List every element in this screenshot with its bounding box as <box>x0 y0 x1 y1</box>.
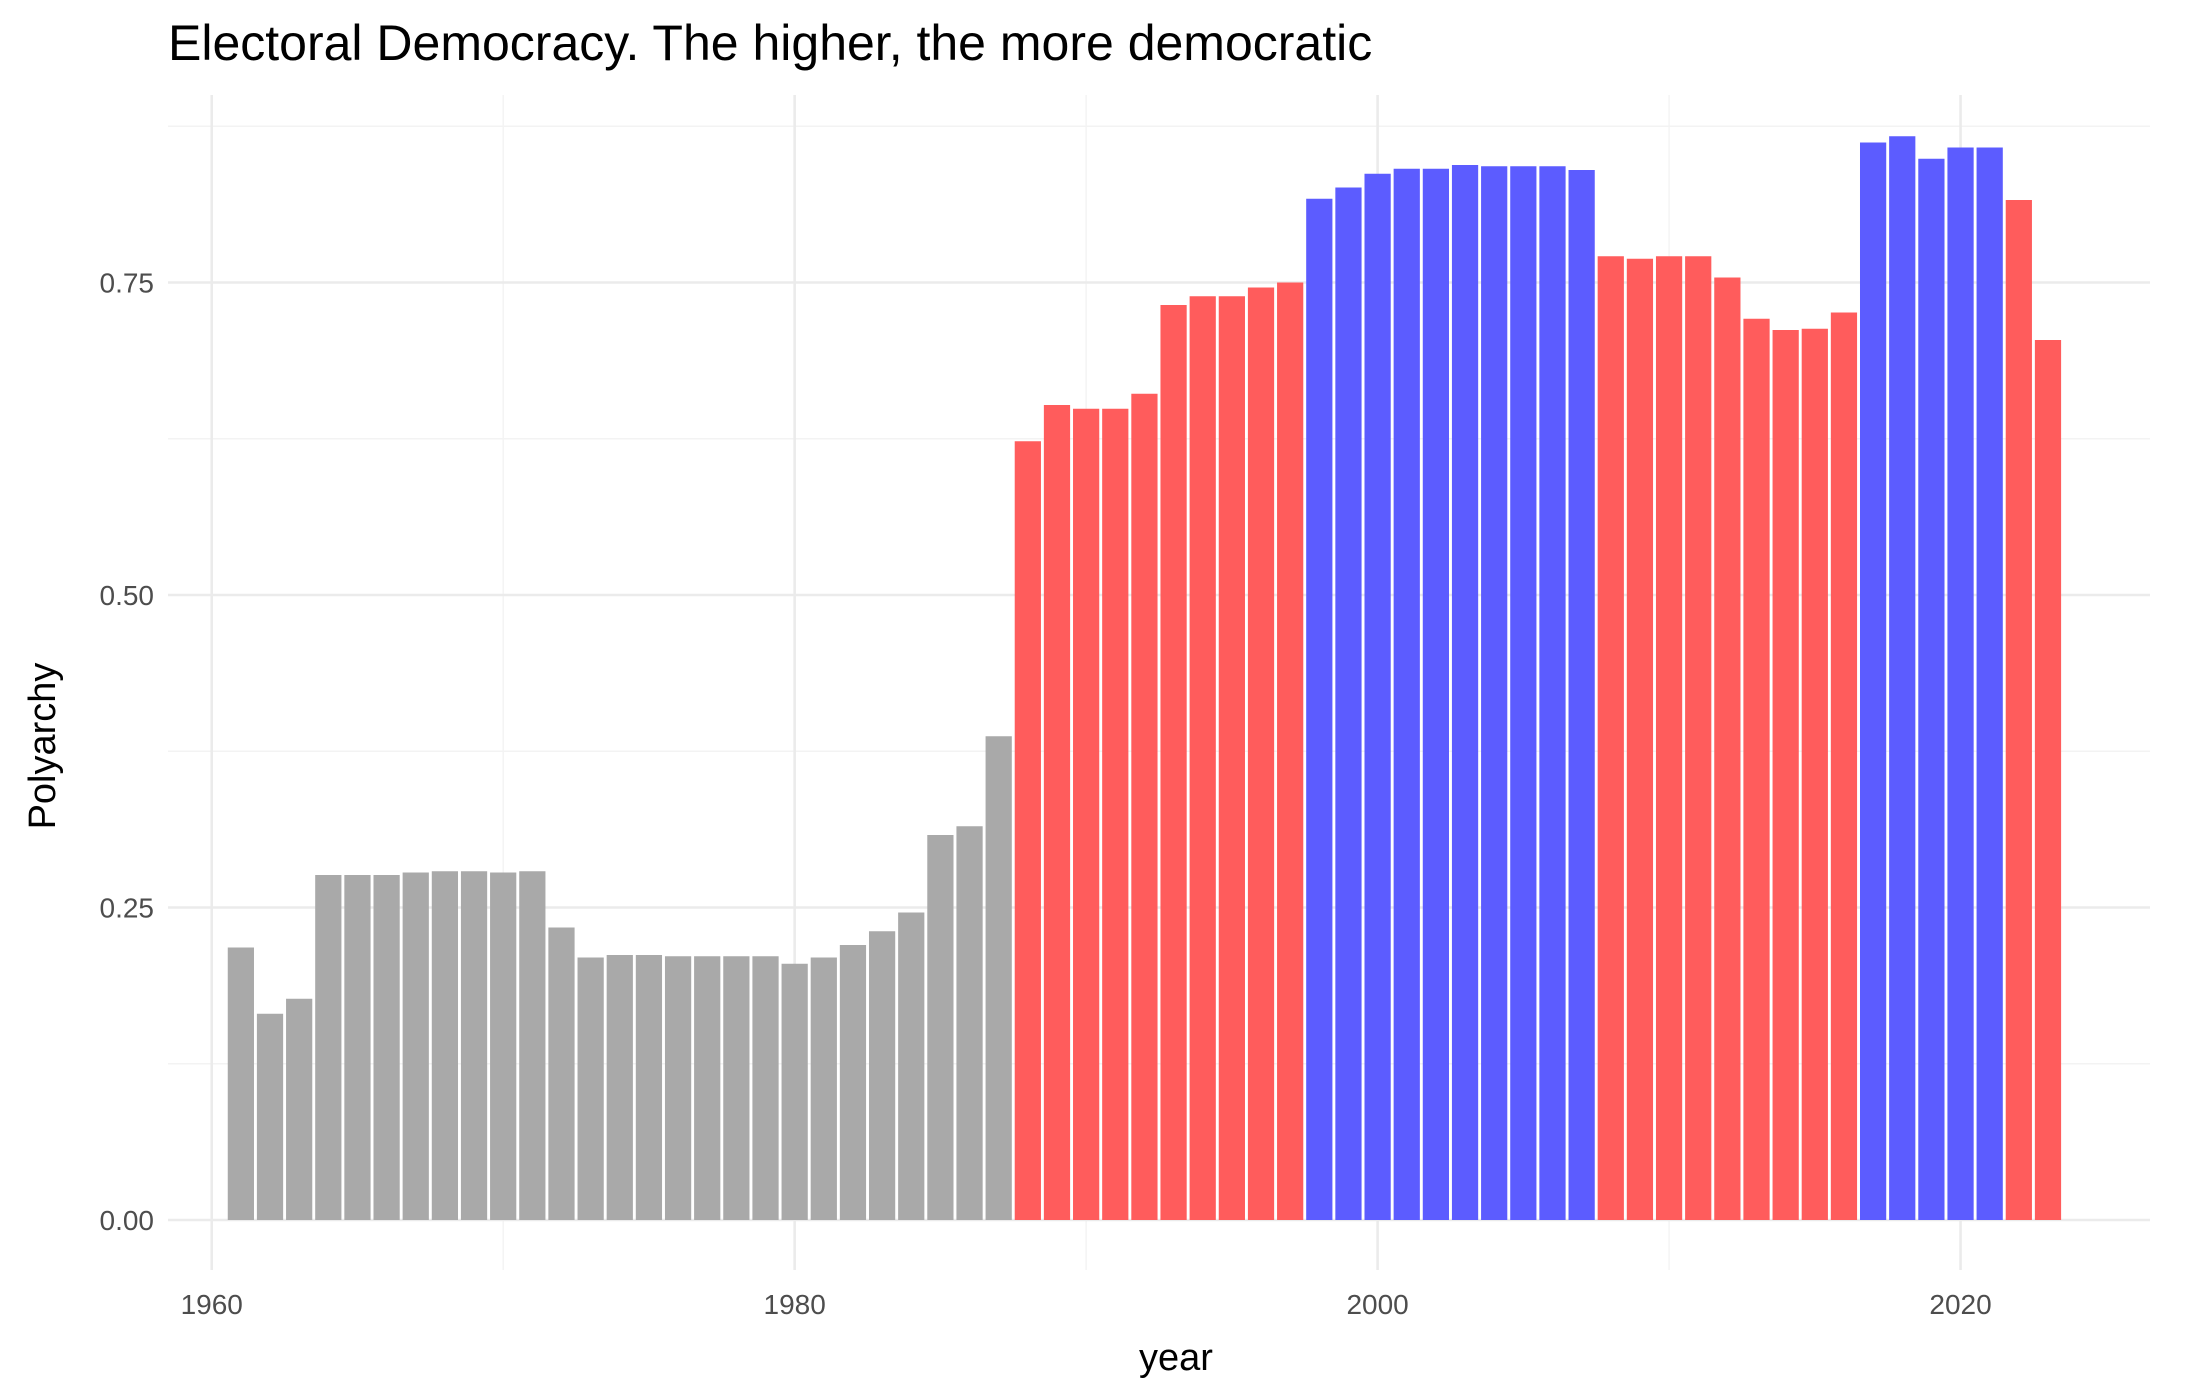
bar-1990 <box>1073 408 1100 1220</box>
bar-1962 <box>256 1013 284 1220</box>
x-axis-title: year <box>1139 1337 1213 1379</box>
y-tick-label: 0.00 <box>100 1205 155 1236</box>
bar-2004 <box>1481 166 1508 1220</box>
y-axis-title: Polyarchy <box>22 663 64 830</box>
bar-1971 <box>519 871 546 1220</box>
bar-1974 <box>606 955 633 1220</box>
bars <box>227 136 2062 1220</box>
bar-1979 <box>752 956 779 1220</box>
bar-2019 <box>1918 158 1945 1220</box>
bar-1997 <box>1277 282 1304 1220</box>
bar-1983 <box>868 931 896 1220</box>
x-tick-label: 1960 <box>181 1289 243 1320</box>
bar-1972 <box>548 927 575 1220</box>
bar-1973 <box>577 957 604 1220</box>
bar-2010 <box>1655 256 1683 1220</box>
bar-2012 <box>1714 277 1741 1220</box>
bar-2013 <box>1743 318 1770 1220</box>
bar-1975 <box>635 955 663 1220</box>
bar-1985 <box>927 835 954 1220</box>
x-tick-label: 1980 <box>764 1289 826 1320</box>
bar-1966 <box>373 875 400 1220</box>
bar-1980 <box>781 963 808 1220</box>
bar-1963 <box>286 998 313 1220</box>
bar-1984 <box>898 912 925 1220</box>
x-tick-label: 2020 <box>1929 1289 1991 1320</box>
x-axis-ticks: 1960 1980 2000 2020 <box>181 1289 1992 1320</box>
bar-2020 <box>1947 147 1974 1220</box>
bar-1998 <box>1306 198 1333 1220</box>
bar-1964 <box>315 875 342 1220</box>
bar-2016 <box>1830 312 1858 1220</box>
bar-1989 <box>1043 405 1071 1220</box>
bar-1977 <box>694 956 721 1220</box>
y-tick-label: 0.25 <box>100 893 155 924</box>
bar-1996 <box>1247 287 1275 1220</box>
bar-2022 <box>2005 200 2032 1220</box>
bar-2000 <box>1364 173 1391 1220</box>
y-tick-label: 0.50 <box>100 580 155 611</box>
bar-2009 <box>1626 258 1654 1220</box>
bar-2001 <box>1393 168 1420 1220</box>
bar-1968 <box>431 871 459 1220</box>
bar-1961 <box>227 947 254 1220</box>
bar-2007 <box>1568 170 1595 1220</box>
bar-2017 <box>1859 142 1887 1220</box>
bar-2023 <box>2034 340 2062 1220</box>
bar-2015 <box>1801 328 1828 1220</box>
bar-2002 <box>1422 168 1450 1220</box>
bar-1994 <box>1189 296 1216 1220</box>
bar-2008 <box>1597 256 1624 1220</box>
bar-1978 <box>723 956 750 1220</box>
bar-1986 <box>956 826 983 1220</box>
bar-1982 <box>839 945 867 1220</box>
bar-1993 <box>1160 305 1187 1220</box>
bar-1967 <box>402 872 429 1220</box>
bar-1992 <box>1131 393 1158 1220</box>
bar-1988 <box>1014 441 1041 1220</box>
bar-2014 <box>1772 330 1799 1220</box>
chart-title: Electoral Democracy. The higher, the mor… <box>168 15 1372 71</box>
y-axis-ticks: 0.00 0.25 0.50 0.75 <box>100 268 155 1237</box>
bar-1976 <box>664 956 692 1220</box>
bar-2005 <box>1510 166 1537 1220</box>
bar-1970 <box>490 872 517 1220</box>
bar-1981 <box>810 957 837 1220</box>
bar-1965 <box>344 875 371 1220</box>
bar-1969 <box>460 871 488 1220</box>
bar-2003 <box>1451 165 1479 1220</box>
bar-2018 <box>1889 136 1916 1220</box>
bar-1999 <box>1335 187 1362 1220</box>
bar-2021 <box>1976 147 2003 1220</box>
bar-2011 <box>1685 256 1712 1220</box>
bar-1995 <box>1218 296 1245 1220</box>
bar-2006 <box>1539 166 1566 1220</box>
y-tick-label: 0.75 <box>100 268 155 299</box>
bar-1991 <box>1102 408 1129 1220</box>
bar-1987 <box>985 736 1012 1220</box>
x-tick-label: 2000 <box>1346 1289 1408 1320</box>
